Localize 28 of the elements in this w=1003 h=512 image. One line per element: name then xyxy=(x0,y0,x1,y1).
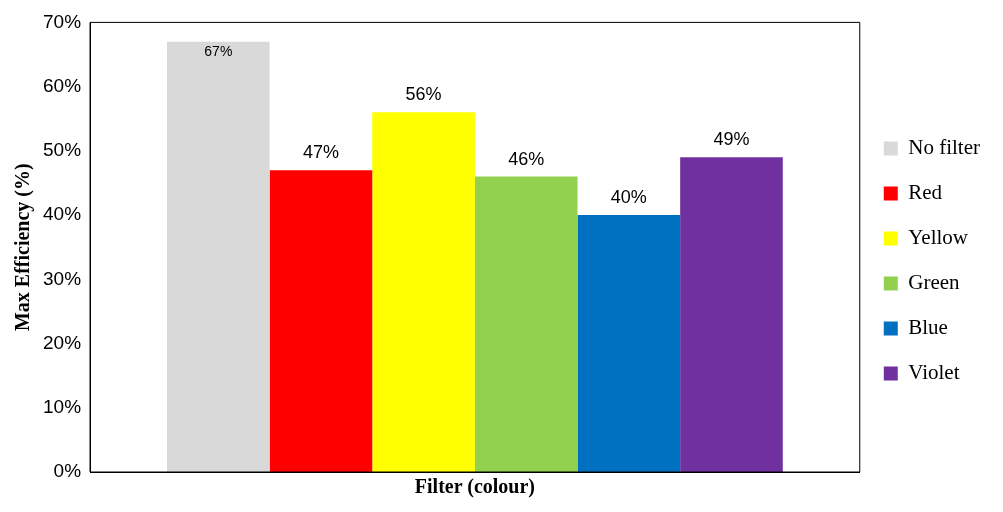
data-label: 67% xyxy=(204,42,233,59)
y-tick-label: 0% xyxy=(53,460,82,482)
legend-label: Red xyxy=(908,180,943,205)
bar xyxy=(269,170,373,472)
y-tick-label: 20% xyxy=(43,331,82,353)
legend-label: Blue xyxy=(908,315,948,340)
y-axis-title: Max Efficiency (%) xyxy=(11,163,35,332)
legend-label: Green xyxy=(908,270,961,295)
bar xyxy=(680,157,783,472)
y-tick-label: 10% xyxy=(43,396,82,418)
bar xyxy=(474,176,578,472)
y-tick-label: 30% xyxy=(43,267,82,289)
y-tick-label: 50% xyxy=(43,139,82,161)
y-tick-label: 60% xyxy=(43,74,82,96)
legend-label: No filter xyxy=(908,135,981,160)
y-tick-label: 40% xyxy=(43,203,82,225)
bar xyxy=(167,41,270,472)
data-label: 46% xyxy=(508,148,545,169)
legend-label: Yellow xyxy=(908,225,969,250)
bar xyxy=(372,112,475,472)
data-label: 47% xyxy=(302,142,339,163)
y-tick-label: 70% xyxy=(43,10,82,32)
legend-label: Violet xyxy=(908,360,960,385)
data-label: 49% xyxy=(713,129,750,150)
bar xyxy=(577,215,681,472)
data-label: 56% xyxy=(405,84,442,105)
x-axis-title: Filter (colour) xyxy=(414,475,535,499)
data-label: 40% xyxy=(610,187,647,208)
